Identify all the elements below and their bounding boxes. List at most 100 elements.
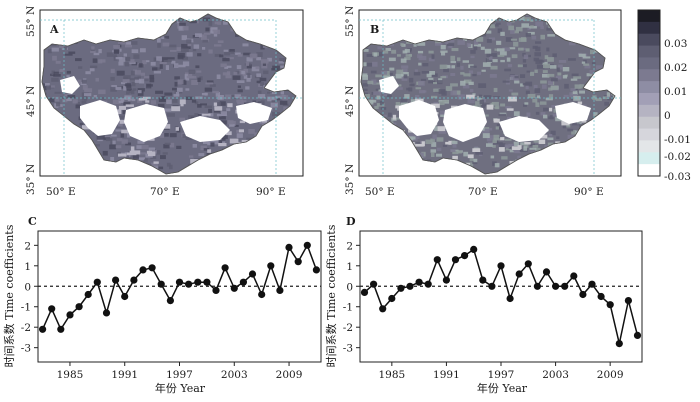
ts-c-point-2004 (239, 278, 247, 286)
ts-d-ytick-label-4: -2 (343, 322, 353, 334)
ts-c-xlabel: 年份 Year (155, 381, 206, 395)
ts-c-point-2001 (212, 286, 220, 294)
ts-c-xtick-label-4: 2009 (276, 369, 303, 381)
ts-c-ytick-label-5: -3 (21, 343, 31, 355)
map-b-desert-patch-0 (399, 100, 439, 136)
ts-d-point-2003 (552, 282, 560, 290)
ts-c-point-1995 (157, 280, 165, 288)
colorbar-label-0: 0.03 (664, 38, 687, 50)
map-a-ytick-35n: 35° N (25, 164, 37, 195)
map-b-xtick-50e: 50° E (365, 186, 395, 198)
ts-d-point-1998 (506, 294, 514, 303)
map-a-desert-patch-1 (124, 104, 168, 142)
ts-c-point-2009 (285, 243, 293, 251)
ts-c-point-1998 (185, 280, 193, 288)
colorbar-swatch-0 (638, 10, 660, 23)
ts-c-point-1989 (102, 309, 111, 317)
ts-d-point-2006 (579, 290, 587, 299)
map-b-gridlines (359, 19, 621, 176)
ts-c-point-1991 (121, 292, 129, 301)
colorbar-swatch-5 (638, 69, 660, 82)
ts-d-point-2011 (624, 297, 633, 305)
ts-c-point-2007 (267, 262, 275, 270)
ts-d-xtick-label-0: 1985 (378, 369, 405, 381)
colorbar-label-6: -0.03 (664, 171, 691, 183)
map-a-desert-patch-2 (180, 116, 230, 142)
map-a-desert-patch-4 (60, 76, 80, 94)
ts-c-ytick-label-2: 0 (24, 281, 31, 293)
ts-d-ytick-label-5: -3 (343, 343, 353, 355)
ts-d-point-1997 (497, 262, 505, 270)
ts-c-point-2011 (303, 241, 311, 249)
ts-d-point-1986 (397, 284, 405, 292)
ts-d-xlabel: 年份 Year (477, 381, 528, 395)
ts-c-point-1984 (57, 325, 65, 333)
map-panel-b: B 55° N 45° N 35° N 50° E 70° E 90° E (344, 6, 622, 198)
map-b-desert-patch-2 (499, 116, 549, 142)
ts-c-point-2006 (258, 290, 266, 299)
panel-label-c: C (28, 215, 37, 228)
ts-c-point-1992 (130, 276, 138, 284)
ts-d-point-2008 (597, 292, 605, 301)
timeseries-panel-d: D 时间系数 Time coefficients 年份 Year 2 1 0 -1 -2… (325, 215, 643, 395)
colorbar: 0.03 0.02 0.01 0 -0.01 -0.02 -0.03 (637, 9, 691, 183)
ts-d-point-2010 (615, 340, 623, 348)
map-b-desert-patch-4 (379, 76, 399, 94)
ts-c-point-1994 (148, 264, 156, 272)
panel-label-b: B (370, 23, 379, 36)
map-a-ytick-55n: 55° N (25, 6, 37, 37)
ts-c-point-1993 (139, 266, 147, 274)
ts-d-point-1994 (470, 245, 478, 253)
ts-c-point-1986 (75, 303, 83, 311)
ts-c-point-2012 (312, 266, 320, 274)
map-a-gridlines (40, 19, 303, 176)
ts-d-ylabel: 时间系数 Time coefficients (325, 224, 338, 367)
ts-d-xtick-label-2: 1997 (488, 369, 515, 381)
colorbar-swatch-1 (638, 21, 660, 35)
map-b-xtick-90e: 90° E (574, 186, 604, 198)
ts-c-point-1987 (84, 290, 92, 299)
ts-c-frame (37, 230, 322, 363)
ts-d-xtick-label-4: 2009 (597, 369, 624, 381)
ts-d-point-1990 (433, 256, 441, 264)
ts-d-point-2004 (561, 282, 569, 290)
colorbar-swatch-10 (638, 128, 660, 141)
map-a-desert-patch-0 (80, 100, 120, 136)
ts-c-series-line (41, 243, 318, 331)
ts-d-point-2007 (588, 280, 596, 288)
ts-d-ytick-label-2: 0 (346, 281, 353, 293)
colorbar-swatch-2 (638, 33, 660, 47)
ts-d-point-2012 (633, 331, 642, 339)
colorbar-label-3: 0 (664, 110, 671, 122)
ts-c-xtick-label-0: 1985 (57, 369, 84, 381)
timeseries-panel-c: C 时间系数 Time coefficients 年份 Year 2 1 0 -1 -2… (3, 215, 322, 395)
map-b-xtick-70e: 70° E (468, 186, 498, 198)
colorbar-label-4: -0.01 (664, 134, 691, 146)
ts-c-xtick-label-1: 1991 (111, 369, 138, 381)
ts-c-ytick-label-0: 2 (24, 240, 31, 252)
ts-d-point-1991 (442, 276, 450, 284)
colorbar-label-5: -0.02 (664, 151, 691, 163)
ts-c-ytick-label-3: -1 (21, 302, 31, 314)
map-b-desert-patch-1 (443, 104, 487, 142)
map-a-frame (39, 9, 304, 177)
colorbar-label-1: 0.02 (664, 62, 687, 74)
colorbar-swatch-3 (638, 45, 660, 58)
ts-d-point-1996 (488, 282, 496, 290)
colorbar-swatch-9 (638, 116, 660, 130)
ts-d-point-1999 (515, 270, 523, 278)
ts-d-point-1989 (424, 280, 432, 288)
colorbar-swatch-8 (638, 104, 660, 118)
ts-c-xtick-label-3: 2003 (221, 369, 248, 381)
colorbar-swatch-7 (638, 93, 660, 106)
colorbar-swatch-13 (638, 164, 660, 177)
map-b-ytick-45n: 45° N (344, 86, 356, 117)
ts-c-point-1997 (175, 278, 184, 286)
ts-c-point-2002 (221, 264, 229, 272)
ts-d-point-2009 (606, 301, 614, 309)
ts-c-ylabel: 时间系数 Time coefficients (3, 224, 16, 367)
ts-c-point-1999 (194, 278, 202, 286)
ts-c-ytick-label-1: 1 (24, 261, 31, 273)
